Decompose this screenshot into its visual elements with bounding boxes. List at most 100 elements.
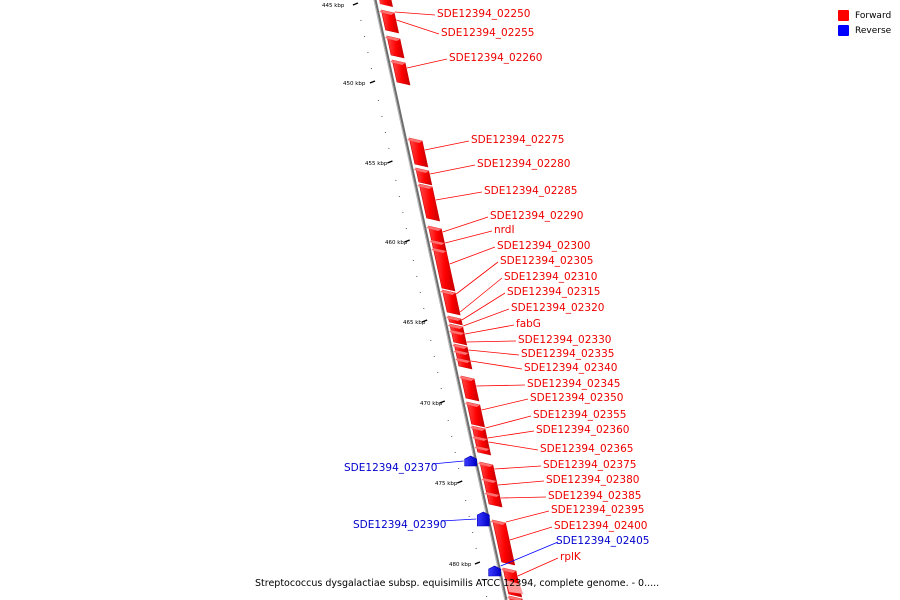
forward-callout-line [442,216,489,233]
scale-minor-tick [360,20,362,21]
scale-minor-tick [472,532,474,533]
forward-gene-block-top [501,568,517,573]
forward-gene-label[interactable]: SDE12394_02380 [546,474,639,486]
scale-minor-tick [475,548,477,549]
reverse-gene-label[interactable]: SDE12394_02370 [344,462,437,474]
forward-gene-label[interactable]: SDE12394_02335 [521,348,614,360]
forward-gene-block-top [490,520,506,525]
forward-gene-block-top [407,138,423,143]
scale-minor-tick [363,36,365,37]
scale-tick-mark [369,80,376,84]
forward-gene-label[interactable]: SDE12394_02320 [511,302,604,314]
scale-minor-tick [437,372,439,373]
scale-minor-tick [465,500,467,501]
forward-gene-block-top [417,184,433,189]
forward-gene-label[interactable]: SDE12394_02365 [540,443,633,455]
scale-minor-tick [384,132,386,133]
forward-gene-label[interactable]: SDE12394_02255 [441,27,534,39]
forward-callout-line [435,191,483,201]
forward-gene-label[interactable]: SDE12394_02250 [437,8,530,20]
genome-backbone [373,0,508,600]
scale-minor-tick [412,260,414,261]
reverse-gene-label[interactable]: SDE12394_02390 [353,519,446,531]
forward-gene-label[interactable]: SDE12394_02400 [554,520,647,532]
forward-gene-block-top [459,376,475,381]
forward-callout-line [505,510,550,523]
forward-gene-label[interactable]: SDE12394_02285 [484,185,577,197]
forward-gene-block-top [470,426,486,431]
scale-minor-tick [367,52,369,53]
forward-gene-block-top [413,168,429,173]
gene-callouts: SDE12394_02250 SDE12394_02255 SDE12394_022… [344,8,649,577]
forward-gene-label[interactable]: SDE12394_02300 [497,240,590,252]
scale-tick-label: 450 kbp [343,81,366,87]
forward-callout-line [481,398,529,411]
forward-gene-label[interactable]: SDE12394_02360 [536,424,629,436]
forward-gene-label[interactable]: SDE12394_02340 [524,362,617,374]
forward-callout-line [445,230,493,244]
forward-gene-block-top [426,226,442,231]
scale-tick-mark [421,319,428,323]
forward-gene-block-top [474,446,490,451]
forward-gene-label[interactable]: SDE12394_02395 [551,504,644,516]
forward-gene-block-top [484,492,500,497]
scale-minor-tick [402,212,404,213]
scale-minor-tick [423,308,425,309]
forward-gene-label[interactable]: SDE12394_02260 [449,52,542,64]
legend-label-reverse: Reverse [855,25,892,36]
reverse-gene-label[interactable]: SDE12394_02405 [556,535,649,547]
forward-callout-line [455,261,499,295]
forward-callout-line [464,324,515,335]
forward-gene-label[interactable]: SDE12394_02315 [507,286,600,298]
forward-gene-label[interactable]: SDE12394_02305 [500,255,593,267]
forward-gene-label[interactable]: fabG [516,318,541,330]
scale-tick-mark [387,160,393,164]
scale-tick-mark [404,239,410,243]
scale-minor-tick [482,580,484,581]
reverse-swatch [838,25,849,36]
forward-gene-label[interactable]: nrdI [494,224,515,236]
forward-gene-block-top [452,344,468,349]
forward-callout-line [449,246,496,265]
forward-gene-block-top [447,324,463,329]
genome-backbone-highlight [373,0,506,600]
scale-tick-label: 470 kbp [420,401,443,407]
forward-callout-line [406,58,448,69]
forward-gene-label[interactable]: SDE12394_02290 [490,210,583,222]
scale-tick-mark [352,2,359,6]
forward-gene-label[interactable]: rplK [560,551,582,563]
scale-tick-label: 460 kbp [385,240,408,246]
scale-minor-tick [388,148,390,149]
scale-minor-tick [458,468,460,469]
scale-tick-label: 465 kbp [403,320,426,326]
forward-callout-line [429,164,476,175]
forward-gene-label[interactable]: SDE12394_02275 [471,134,564,146]
forward-gene-block-top [453,350,469,355]
forward-gene-block-top [431,248,447,253]
forward-gene-block-top [464,402,480,407]
forward-gene-block-top [507,596,523,600]
forward-swatch [838,10,849,21]
scale-minor-tick [440,388,442,389]
legend: Forward Reverse [838,8,891,38]
forward-gene-label[interactable]: SDE12394_02350 [530,392,623,404]
forward-gene-label[interactable]: SDE12394_02330 [518,334,611,346]
forward-gene-label[interactable]: SDE12394_02355 [533,409,626,421]
forward-callout-line [468,349,520,356]
forward-gene-block-top [429,240,445,245]
forward-callout-line [396,19,440,35]
scale-major-ticks: 445 kbp 450 kbp 455 kbp 460 kbp 465 kbp 470 k… [322,2,481,568]
forward-gene-label[interactable]: SDE12394_02345 [527,378,620,390]
forward-callout-line [487,430,535,439]
scale-tick-mark [474,561,481,565]
scale-minor-tick [405,228,407,229]
forward-gene-label[interactable]: SDE12394_02385 [548,490,641,502]
forward-gene-label[interactable]: SDE12394_02310 [504,271,597,283]
forward-callout-line [461,292,506,321]
forward-gene-label[interactable]: SDE12394_02375 [543,459,636,471]
scale-minor-tick [451,436,453,437]
forward-gene-label[interactable]: SDE12394_02280 [477,158,570,170]
scale-minor-tick [468,516,470,517]
forward-gene-block-top [472,436,488,441]
